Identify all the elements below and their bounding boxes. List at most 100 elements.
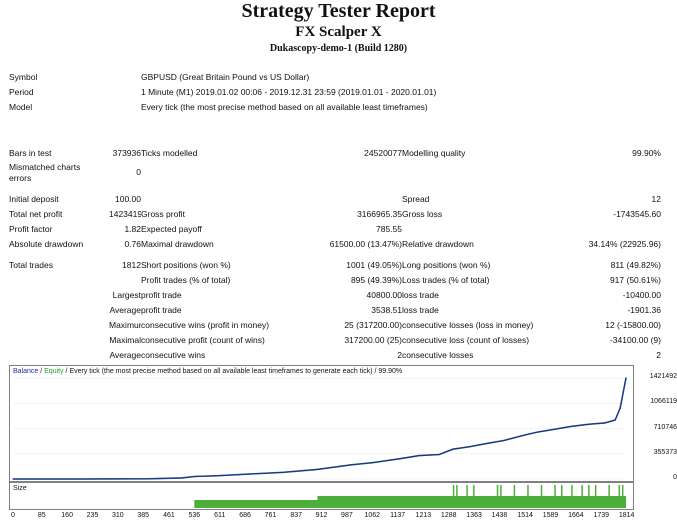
balance-point: [80, 478, 82, 480]
stat-value: 1423419.75: [109, 209, 141, 219]
size-label: Size: [13, 485, 27, 492]
balance-point: [502, 440, 505, 442]
size-spike: [571, 485, 573, 497]
stat-value: [562, 222, 661, 237]
y-tick-label: 355373: [653, 448, 677, 456]
stat-label: [141, 192, 273, 207]
stat-value: [109, 273, 141, 288]
size-spike: [452, 485, 455, 497]
stat-label: Absolute drawdown: [9, 239, 84, 249]
quality-label: Modelling quality: [402, 148, 466, 158]
stat-value: 34.14% (22925.96): [588, 239, 661, 249]
balance-point: [113, 478, 116, 480]
stat-value: Largest: [112, 290, 141, 300]
balance-point: [371, 462, 373, 464]
stat-label: loss trade: [402, 290, 439, 300]
balance-point: [614, 419, 616, 421]
info-row-symbol: Symbol GBPUSD (Great Britain Pound vs US…: [9, 70, 649, 85]
stats1-row: Absolute drawdown 0.76 Maximal drawdown 615…: [9, 237, 661, 252]
stat-label: Initial deposit: [9, 194, 59, 204]
mismatch-label: Mismatched charts errors: [9, 162, 80, 184]
stats1-row: Profit factor 1.82 Expected payoff 785.55: [9, 222, 661, 237]
balance-point: [486, 442, 488, 445]
stat-value: Average: [109, 350, 141, 360]
stat-label: Relative drawdown: [402, 239, 474, 249]
size-spike: [500, 485, 502, 497]
stat-label: [9, 318, 109, 333]
x-tick-label: 536: [188, 512, 201, 519]
balance-point: [438, 453, 440, 456]
size-spike: [554, 485, 556, 497]
balance-chart: Balance / Equity / Every tick (the most …: [9, 365, 634, 482]
stat-label: [9, 288, 109, 303]
balance-point: [316, 468, 319, 471]
balance-plot: [12, 377, 627, 480]
mismatch-label-line1: Mismatched charts: [9, 162, 81, 172]
ticks-value: 24520077: [364, 148, 402, 158]
size-spike: [473, 485, 475, 497]
bars-table: Bars in test 373936 Ticks modelled 24520…: [9, 146, 661, 161]
stat-value: 40800.00: [366, 290, 402, 300]
size-spike: [496, 485, 499, 497]
x-tick-label: 611: [214, 512, 226, 519]
x-tick-label: 912: [315, 512, 328, 519]
size-bar: [194, 500, 318, 508]
stat-label: consecutive profit (count of wins): [141, 335, 265, 345]
x-tick-label: 1514: [517, 512, 533, 519]
stat-label: consecutive losses: [402, 350, 474, 360]
size-spike: [527, 485, 529, 497]
balance-point: [193, 475, 195, 478]
x-tick-label: 1438: [491, 512, 508, 519]
balance-point: [604, 422, 606, 424]
size-bar: [317, 496, 626, 508]
size-spike: [608, 485, 610, 497]
info-table: Symbol GBPUSD (Great Britain Pound vs US…: [9, 70, 649, 115]
balance-point: [524, 434, 526, 436]
y-tick-label: 0: [673, 474, 677, 481]
info-value: GBPUSD (Great Britain Pound vs US Dollar…: [141, 72, 310, 82]
stat-value: [273, 192, 402, 207]
x-tick-label: 310: [112, 512, 124, 519]
stat-label: Maximal drawdown: [141, 239, 214, 249]
stat-value: -1901.36: [627, 305, 661, 315]
x-tick-label: 761: [264, 512, 277, 519]
balance-point: [401, 457, 403, 459]
size-spike: [588, 485, 590, 497]
stats2-row: Maximal consecutive profit (count of wins…: [9, 333, 661, 348]
stat-value: 61500.00 (13.47%): [329, 239, 402, 249]
stat-label: Spread: [402, 194, 430, 204]
y-tick-label: 1421492: [649, 373, 677, 380]
stat-value: 1812: [122, 260, 141, 270]
balance-point: [452, 448, 454, 450]
stat-value: Average: [109, 305, 141, 315]
stat-value: 25 (317200.00): [344, 320, 402, 330]
balance-point: [570, 425, 572, 428]
y-tick-label: 1066119: [650, 398, 677, 406]
stat-label: Total trades: [9, 260, 53, 270]
balance-point: [625, 377, 627, 379]
stats2-row: Maximumconsecutive wins (profit in money…: [9, 318, 661, 333]
mismatch-value: 0: [136, 167, 141, 177]
x-tick-label: 1739: [593, 512, 610, 519]
stats1-row: Total net profit 1423419.75Gross profit 31…: [9, 207, 661, 222]
size-spike: [594, 485, 597, 497]
stat-value: 1.82: [124, 224, 141, 234]
balance-point: [283, 471, 285, 473]
balance-point: [553, 428, 555, 430]
info-row-model: Model Every tick (the most precise metho…: [9, 100, 649, 115]
stat-label: Loss trades (% of total): [402, 275, 490, 285]
stat-value: 0.76: [124, 239, 141, 249]
stat-value: 785.55: [376, 224, 402, 234]
stat-label: Gross loss: [402, 209, 443, 219]
x-tick-label: 1213: [415, 512, 432, 519]
stat-value: 2: [397, 350, 402, 360]
stat-label: Expected payoff: [141, 224, 202, 234]
x-tick-label: 1589: [542, 512, 559, 519]
stats2-row: Average consecutive wins 2 consecutive loss…: [9, 348, 661, 363]
x-tick-label: 160: [61, 512, 73, 519]
x-tick-label: 1062: [364, 512, 381, 519]
x-tick-label: 385: [137, 512, 150, 519]
x-tick-label: 837: [290, 512, 302, 519]
stat-label: profit trade: [141, 290, 182, 300]
ticks-label: Ticks modelled: [141, 148, 198, 158]
